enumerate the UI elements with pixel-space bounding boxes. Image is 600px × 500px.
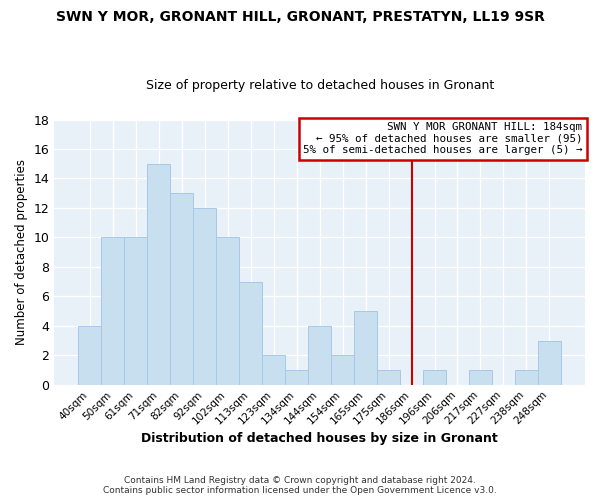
Text: Contains HM Land Registry data © Crown copyright and database right 2024.
Contai: Contains HM Land Registry data © Crown c… [103,476,497,495]
Bar [216,238,239,384]
Bar [308,326,331,384]
Bar [101,238,124,384]
Bar [285,370,308,384]
Bar [148,164,170,384]
Bar [262,356,285,384]
Bar [331,356,354,384]
Title: Size of property relative to detached houses in Gronant: Size of property relative to detached ho… [146,79,494,92]
Bar [469,370,492,384]
Bar [239,282,262,385]
X-axis label: Distribution of detached houses by size in Gronant: Distribution of detached houses by size … [141,432,498,445]
Y-axis label: Number of detached properties: Number of detached properties [15,159,28,345]
Bar [193,208,216,384]
Bar [423,370,446,384]
Bar [79,326,101,384]
Bar [538,340,561,384]
Text: SWN Y MOR, GRONANT HILL, GRONANT, PRESTATYN, LL19 9SR: SWN Y MOR, GRONANT HILL, GRONANT, PRESTA… [56,10,544,24]
Text: SWN Y MOR GRONANT HILL: 184sqm
← 95% of detached houses are smaller (95)
5% of s: SWN Y MOR GRONANT HILL: 184sqm ← 95% of … [303,122,583,156]
Bar [124,238,148,384]
Bar [354,311,377,384]
Bar [515,370,538,384]
Bar [170,193,193,384]
Bar [377,370,400,384]
